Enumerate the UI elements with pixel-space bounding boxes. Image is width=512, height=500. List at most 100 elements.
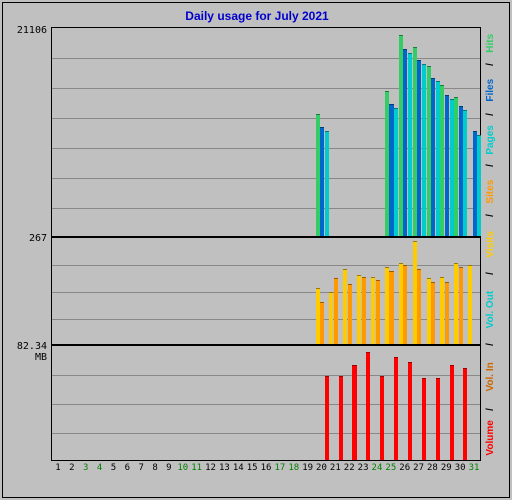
volume-bar: [394, 357, 398, 460]
visits-bar: [427, 278, 431, 344]
volume-bar: [325, 376, 329, 460]
hits-bar: [316, 114, 320, 236]
files-bar: [389, 104, 393, 236]
x-tick: 24: [372, 463, 383, 473]
legend-seg: Vol. Out: [485, 280, 499, 339]
visits-bar: [399, 263, 403, 344]
x-tick: 27: [413, 463, 424, 473]
x-tick: 3: [83, 463, 88, 473]
volume-bar: [352, 365, 356, 460]
chart-title: Daily usage for July 2021: [3, 9, 511, 23]
sites-bar: [445, 282, 449, 344]
files-bar: [445, 95, 449, 236]
legend-seg: /: [485, 268, 499, 280]
files-bar: [459, 106, 463, 236]
volume-bar: [422, 378, 426, 460]
hits-bar: [427, 66, 431, 236]
visits-bar: [343, 269, 347, 344]
hits-bar: [440, 85, 444, 236]
sites-bar: [348, 284, 352, 344]
legend-seg: Files: [485, 71, 499, 110]
x-tick: 1: [55, 463, 60, 473]
files-bar: [417, 60, 421, 236]
x-tick: 21: [330, 463, 341, 473]
x-tick: 6: [125, 463, 130, 473]
volume-bar: [339, 376, 343, 460]
x-tick: 19: [302, 463, 313, 473]
sites-bar: [320, 302, 324, 344]
pages-bar: [422, 64, 426, 236]
legend-seg: Volume: [485, 415, 499, 461]
volume-bar: [366, 352, 370, 460]
x-tick: 28: [427, 463, 438, 473]
files-bar: [473, 131, 477, 236]
x-axis: 1234567891011121314151617181920212223242…: [51, 463, 481, 477]
visits-bar: [371, 277, 375, 345]
sites-bar: [334, 278, 338, 344]
gridline: [52, 375, 480, 376]
volume-bar: [408, 362, 412, 460]
visits-bar: [385, 267, 389, 344]
ylabel-mid: 267: [3, 233, 47, 244]
hits-bar: [413, 47, 417, 236]
volume-bar: [436, 378, 440, 460]
visits-bar: [413, 241, 417, 344]
hits-bar: [399, 35, 403, 236]
ylabel-bot: 82.34 MB: [3, 341, 47, 363]
hits-bar: [385, 91, 389, 236]
hits-bar: [454, 97, 458, 236]
legend-seg: /: [485, 59, 499, 71]
x-tick: 2: [69, 463, 74, 473]
x-tick: 16: [261, 463, 272, 473]
side-legend: Volume / Vol. In / Vol. Out / Visits / S…: [485, 27, 501, 461]
pages-bar: [450, 99, 454, 236]
files-bar: [403, 49, 407, 236]
x-tick: 5: [111, 463, 116, 473]
x-tick: 25: [385, 463, 396, 473]
pages-bar: [325, 131, 329, 236]
gridline: [52, 404, 480, 405]
visits-bar: [440, 277, 444, 345]
ylabel-top: 21106: [3, 25, 47, 36]
gridline: [52, 433, 480, 434]
panel-volume: [51, 345, 481, 461]
sites-bar: [417, 269, 421, 344]
files-bar: [431, 78, 435, 236]
files-bar: [320, 127, 324, 236]
volume-bar: [450, 365, 454, 460]
x-tick: 29: [441, 463, 452, 473]
sites-bar: [431, 282, 435, 344]
sites-bar: [362, 277, 366, 345]
sites-bar: [403, 265, 407, 344]
x-tick: 9: [166, 463, 171, 473]
panel-visits-sites: [51, 237, 481, 345]
sites-bar: [389, 271, 393, 344]
x-tick: 10: [177, 463, 188, 473]
x-tick: 7: [138, 463, 143, 473]
pages-bar: [436, 81, 440, 236]
panel-hits-files-pages: [51, 27, 481, 237]
legend-seg: /: [485, 404, 499, 416]
x-tick: 17: [274, 463, 285, 473]
visits-bar: [329, 292, 333, 344]
legend-seg: Sites: [485, 172, 499, 211]
x-tick: 30: [455, 463, 466, 473]
x-tick: 14: [233, 463, 244, 473]
x-tick: 18: [288, 463, 299, 473]
x-tick: 22: [344, 463, 355, 473]
x-tick: 26: [399, 463, 410, 473]
legend-seg: Visits: [485, 222, 499, 268]
legend-seg: Vol. In: [485, 351, 499, 404]
legend-seg: /: [485, 160, 499, 172]
chart-frame: Daily usage for July 2021 21106 267 82.3…: [2, 2, 510, 498]
x-tick: 23: [358, 463, 369, 473]
x-tick: 12: [205, 463, 216, 473]
legend-seg: /: [485, 339, 499, 351]
legend-seg: Hits: [485, 27, 499, 59]
visits-bar: [316, 288, 320, 344]
x-tick: 11: [191, 463, 202, 473]
volume-bar: [463, 368, 467, 460]
x-tick: 8: [152, 463, 157, 473]
pages-bar: [463, 110, 467, 236]
pages-bar: [408, 53, 412, 236]
